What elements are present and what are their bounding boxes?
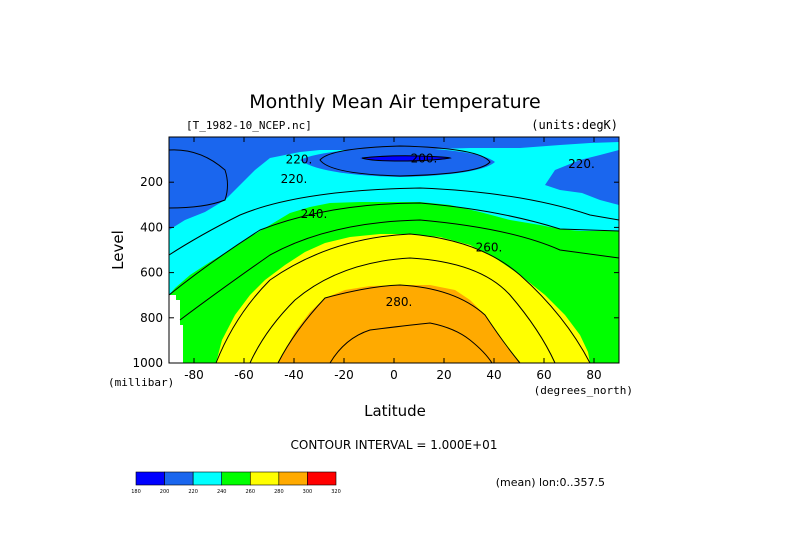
y-unit-label: (millibar): [108, 376, 174, 389]
colorbar-swatch: [192, 471, 223, 486]
x-tick-label: 60: [536, 368, 551, 382]
chart-title: Monthly Mean Air temperature: [249, 91, 540, 113]
colorbar-tick-label: 300: [303, 489, 313, 495]
x-axis: -80 -60 -40 -20 0 20 40 60 80: [184, 137, 602, 382]
x-tick-label: 40: [486, 368, 501, 382]
contour-fills: [169, 137, 619, 363]
mean-longitude-label: (mean) lon:0..357.5: [496, 476, 605, 489]
fill-blue-upper: [169, 137, 619, 230]
colorbar: 180 200 220 240 260 280 300 320: [131, 471, 341, 495]
contour-line-230: [168, 187, 620, 256]
contour-line-290: [329, 322, 493, 364]
y-tick-label: 400: [140, 220, 163, 234]
contour-line-280: [277, 284, 521, 364]
colorbar-swatch: [307, 471, 337, 486]
contour-line-270: [249, 257, 556, 364]
contour-line-260: [215, 233, 591, 364]
colorbar-swatch: [278, 471, 308, 486]
x-tick-label: 80: [586, 368, 601, 382]
contour-value-label: 220.: [281, 172, 308, 186]
x-tick-label: 20: [436, 368, 451, 382]
units-label: (units:degK): [531, 118, 618, 132]
colorbar-tick-label: 200: [160, 489, 170, 495]
y-axis-title: Level: [109, 230, 127, 270]
y-axis: 200 400 600 800 1000: [132, 175, 619, 370]
colorbar-swatch: [221, 471, 251, 486]
colorbar-swatch: [249, 471, 280, 486]
contour-line-210-middle: [319, 145, 491, 177]
contour-line-220-left: [168, 149, 228, 209]
contour-interval-label: CONTOUR INTERVAL = 1.000E+01: [291, 438, 498, 452]
y-tick-label: 800: [140, 311, 163, 325]
colorbar-tick-label: 260: [246, 489, 256, 495]
x-tick-label: 0: [390, 368, 398, 382]
y-tick-label: 600: [140, 266, 163, 280]
contour-labels: 220. 200. 220. 220. 240. 260. 280.: [281, 151, 595, 309]
colorbar-tick-label: 240: [217, 489, 227, 495]
contour-value-label: 220.: [568, 157, 595, 171]
contour-value-label: 240.: [301, 207, 328, 221]
contour-value-label: 220.: [286, 153, 313, 167]
fill-blue-middle: [300, 147, 495, 177]
contour-lines: [168, 145, 620, 364]
contour-value-label: 280.: [386, 295, 413, 309]
x-unit-label: (degrees_north): [534, 384, 633, 397]
colorbar-swatch: [164, 471, 194, 486]
x-tick-label: -20: [334, 368, 354, 382]
contour-line-200-core: [361, 155, 452, 162]
y-tick-label: 200: [140, 175, 163, 189]
contour-value-label: 200.: [411, 151, 438, 165]
x-tick-label: -40: [284, 368, 304, 382]
colorbar-tick-label: 220: [188, 489, 198, 495]
colorbar-tick-label: 280: [274, 489, 284, 495]
x-tick-label: -60: [234, 368, 254, 382]
colorbar-tick-label: 320: [331, 489, 341, 495]
contour-line-240: [168, 202, 620, 296]
contour-value-label: 260.: [476, 241, 503, 255]
x-axis-title: Latitude: [364, 402, 426, 420]
fill-white-gap: [169, 295, 183, 363]
colorbar-swatch: [135, 471, 165, 486]
x-tick-label: -80: [184, 368, 204, 382]
colorbar-tick-label: 180: [131, 489, 141, 495]
file-label: [T_1982-10_NCEP.nc]: [186, 119, 312, 132]
y-tick-label: 1000: [132, 356, 163, 370]
contour-line-250: [179, 219, 620, 321]
fill-orange: [278, 285, 520, 363]
